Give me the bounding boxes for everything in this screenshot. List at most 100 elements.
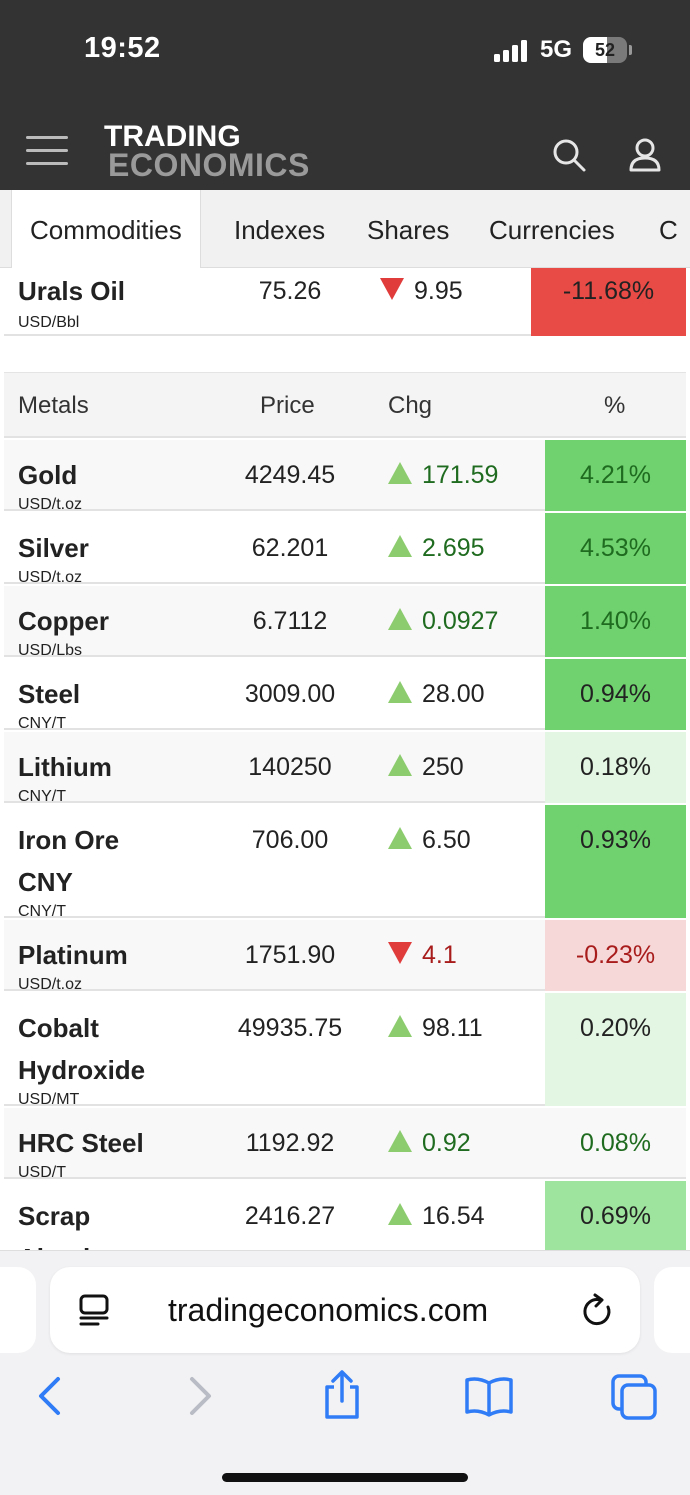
commodity-change: 98.11 — [388, 1007, 483, 1049]
battery-icon: 52 — [583, 37, 627, 63]
commodity-change: 250 — [388, 746, 464, 788]
commodity-name[interactable]: Platinum — [18, 940, 128, 970]
commodity-unit: USD/t.oz — [18, 976, 83, 993]
logo-line-1: TRADING — [104, 120, 241, 153]
commodity-name[interactable]: Urals Oil — [18, 276, 125, 306]
table-header: Metals Price Chg % — [4, 372, 686, 438]
commodity-name[interactable]: Cobalt Hydroxide — [18, 1013, 146, 1085]
tab-commodities[interactable]: Commodities — [11, 190, 201, 269]
arrow-up-icon — [388, 681, 412, 704]
percent-change: -11.68% — [531, 268, 686, 336]
percent-change: 4.21% — [545, 440, 686, 511]
battery-tip — [629, 45, 632, 55]
commodity-change: 28.00 — [388, 673, 485, 715]
search-icon[interactable] — [551, 137, 587, 173]
table-row[interactable]: Cobalt Hydroxide USD/MT 49935.75 98.11 0.20% — [4, 993, 686, 1108]
commodity-name[interactable]: Lithium — [18, 752, 112, 782]
tab-currencies[interactable]: Currencies — [489, 215, 615, 245]
change-value: 98.11 — [422, 1014, 483, 1042]
tab-indexes[interactable]: Indexes — [234, 215, 326, 245]
table-row[interactable]: Copper USD/Lbs 6.7112 0.0927 1.40% — [4, 586, 686, 659]
commodity-unit: USD/Bbl — [18, 314, 80, 331]
commodity-price: 62.201 — [251, 534, 329, 562]
commodity-price: 75.26 — [258, 277, 322, 305]
change-value: 2.695 — [422, 534, 485, 562]
table-row[interactable]: Gold USD/t.oz 4249.45 171.59 4.21% — [4, 440, 686, 513]
commodity-name[interactable]: HRC Steel — [18, 1128, 144, 1158]
commodity-price: 3009.00 — [244, 680, 336, 708]
arrow-down-icon — [388, 942, 412, 965]
change-value: 250 — [422, 753, 464, 781]
commodity-price: 706.00 — [251, 826, 329, 854]
tabs-icon[interactable] — [610, 1373, 658, 1421]
energy-table-partial: Urals Oil USD/Bbl 75.26 9.95 -11.68% — [4, 268, 686, 338]
commodity-change: 0.92 — [388, 1122, 471, 1164]
table-row[interactable]: Urals Oil USD/Bbl 75.26 9.95 -11.68% — [4, 268, 686, 336]
commodity-name[interactable]: Gold — [18, 460, 78, 490]
arrow-down-icon — [380, 278, 404, 301]
tab-more[interactable]: C — [659, 215, 678, 245]
reload-icon[interactable] — [582, 1293, 616, 1329]
bookmarks-icon[interactable] — [464, 1373, 514, 1419]
commodity-change: 6.50 — [388, 819, 471, 861]
commodity-unit: USD/t.oz — [18, 496, 83, 513]
forward-icon[interactable] — [178, 1373, 222, 1419]
change-value: 0.0927 — [422, 607, 499, 635]
commodity-name[interactable]: Copper — [18, 606, 109, 636]
commodity-name[interactable]: Steel — [18, 679, 81, 709]
commodity-change: 0.0927 — [388, 600, 498, 642]
percent-change: 0.08% — [580, 1129, 651, 1157]
percent-change: -0.23% — [545, 920, 686, 991]
menu-icon[interactable] — [26, 134, 70, 166]
signal-icon — [494, 40, 530, 62]
address-bar[interactable]: tradingeconomics.com — [50, 1267, 640, 1353]
commodity-unit: CNY/T — [18, 903, 66, 920]
percent-change: 0.20% — [545, 993, 686, 1106]
top-header: 19:52 5G 52 TRADING ECONOMICS — [0, 0, 690, 190]
table-row[interactable]: Lithium CNY/T 140250 250 0.18% — [4, 732, 686, 805]
commodity-price: 2416.27 — [244, 1202, 336, 1230]
commodity-price: 6.7112 — [252, 607, 328, 635]
commodity-unit: USD/Lbs — [18, 642, 83, 659]
table-row[interactable]: Iron Ore CNY CNY/T 706.00 6.50 0.93% — [4, 805, 686, 920]
table-row[interactable]: Platinum USD/t.oz 1751.90 4.1 -0.23% — [4, 920, 686, 993]
url-text: tradingeconomics.com — [168, 1292, 489, 1328]
table-row[interactable]: Silver USD/t.oz 62.201 2.695 4.53% — [4, 513, 686, 586]
commodity-price: 1192.92 — [245, 1129, 335, 1157]
percent-change: 0.69% — [545, 1181, 686, 1261]
back-icon[interactable] — [28, 1373, 72, 1419]
prev-tab-preview[interactable] — [0, 1267, 36, 1353]
percent-change: 1.40% — [545, 586, 686, 657]
category-tabs: Commodities Indexes Shares Currencies C — [0, 190, 690, 269]
header-pct: % — [604, 392, 626, 419]
commodity-price: 49935.75 — [237, 1014, 343, 1042]
commodity-price: 140250 — [248, 753, 332, 781]
commodity-change: 9.95 — [380, 270, 463, 312]
commodity-name[interactable]: Iron Ore CNY — [18, 825, 120, 897]
logo-line-2: ECONOMICS — [108, 147, 310, 183]
change-value: 0.92 — [422, 1129, 471, 1157]
tab-shares[interactable]: Shares — [367, 215, 450, 245]
home-indicator — [222, 1473, 468, 1482]
change-value: 4.1 — [422, 941, 457, 969]
commodity-price: 1751.90 — [244, 941, 336, 969]
next-tab-preview[interactable] — [654, 1267, 690, 1353]
change-value: 171.59 — [422, 461, 499, 489]
user-icon[interactable] — [627, 137, 663, 173]
page-menu-icon[interactable] — [78, 1293, 112, 1327]
table-row[interactable]: Steel CNY/T 3009.00 28.00 0.94% — [4, 659, 686, 732]
share-icon[interactable] — [320, 1369, 364, 1421]
percent-change: 4.53% — [545, 513, 686, 584]
arrow-up-icon — [388, 754, 412, 777]
table-row[interactable]: HRC Steel USD/T 1192.92 0.92 0.08% — [4, 1108, 686, 1181]
header-name[interactable]: Metals — [18, 392, 89, 419]
arrow-up-icon — [388, 827, 412, 850]
arrow-up-icon — [388, 1130, 412, 1153]
commodity-name[interactable]: Silver — [18, 533, 89, 563]
battery-level: 52 — [594, 40, 616, 60]
arrow-up-icon — [388, 608, 412, 631]
status-time: 19:52 — [84, 32, 161, 64]
percent-change: 0.18% — [545, 732, 686, 803]
site-logo[interactable]: TRADING ECONOMICS — [104, 120, 310, 183]
